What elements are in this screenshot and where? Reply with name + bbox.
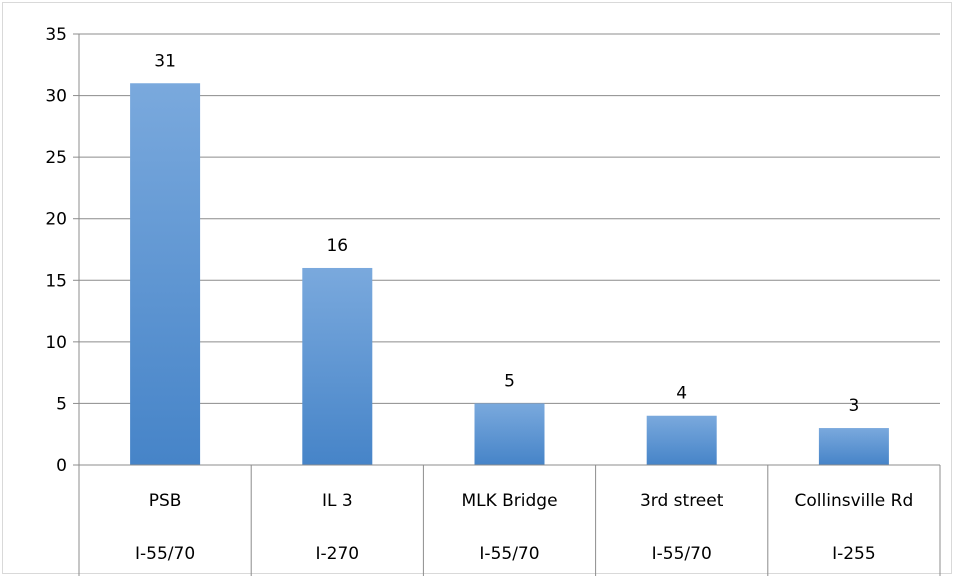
data-label: 31 — [154, 51, 176, 71]
data-label: 16 — [326, 236, 348, 256]
category-label: MLK Bridge — [461, 491, 557, 511]
y-tick-label: 30 — [45, 87, 67, 107]
bar — [474, 403, 545, 465]
category-label: 3rd street — [640, 491, 724, 511]
bars — [130, 83, 889, 465]
data-labels: 31 16 5 4 3 — [154, 51, 859, 416]
y-tick-label: 10 — [45, 333, 67, 353]
bar — [818, 428, 889, 465]
data-label: 4 — [676, 384, 687, 404]
category-sublabel: I-270 — [315, 544, 359, 564]
gridlines — [79, 33, 940, 404]
bar — [130, 83, 201, 465]
category-sublabel: I-55/70 — [479, 544, 539, 564]
category-label: Collinsville Rd — [795, 491, 914, 511]
y-tick-label: 15 — [45, 271, 67, 291]
y-tick-label: 5 — [56, 394, 67, 414]
bar — [302, 267, 373, 465]
category-sublabel: I-55/70 — [652, 544, 712, 564]
bar — [646, 415, 717, 465]
category-sublabel: I-255 — [832, 544, 876, 564]
category-label: IL 3 — [322, 491, 353, 511]
data-label: 5 — [504, 371, 515, 391]
y-tick-label: 20 — [45, 210, 67, 230]
category-sublabel: I-55/70 — [135, 544, 195, 564]
y-tick-label: 25 — [45, 148, 67, 168]
y-tick-label: 35 — [45, 25, 67, 45]
category-label: PSB — [149, 491, 182, 511]
data-label: 3 — [848, 396, 859, 416]
y-tick-label: 0 — [56, 456, 67, 476]
